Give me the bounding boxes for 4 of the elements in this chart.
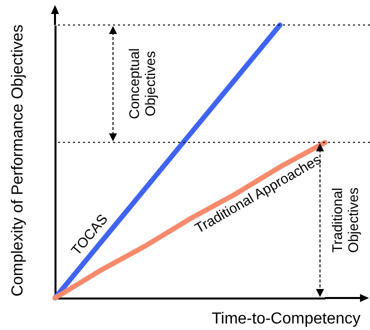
- annotation: Conceptual Objectives: [126, 48, 158, 120]
- x-axis-title: Time-to-Competency: [212, 310, 360, 328]
- annotation: Traditional Objectives: [329, 188, 361, 253]
- y-axis-title: Complexity of Performance Objectives: [10, 24, 26, 297]
